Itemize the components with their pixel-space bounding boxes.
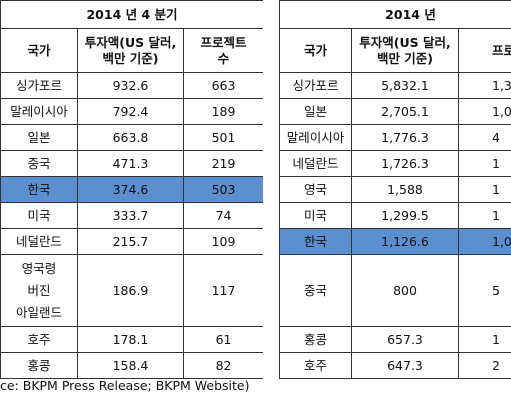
table-cell: 82 <box>182 352 263 379</box>
data-row: 싱가포르 932.6 663 <box>0 72 263 99</box>
table-cell: 영국령 버진 아일랜드 <box>0 254 78 327</box>
table-cell: 1,299.5 <box>351 202 459 229</box>
table-cell: 657.3 <box>351 326 459 353</box>
table-cell: 1 <box>458 202 511 229</box>
title-row: 2014 년 <box>279 0 511 29</box>
table-cell: 74 <box>182 202 263 229</box>
left-table-wrap: 2014 년 4 분기 국가 투자액(US 달러, 백만 기준) 프로젝트 수 싱가포르… <box>0 0 263 379</box>
data-row: 일본 663.8 501 <box>0 124 263 151</box>
table-cell: 503 <box>182 176 263 203</box>
table-cell: 5,832.1 <box>351 72 459 99</box>
table-cell: 1,776.3 <box>351 124 459 151</box>
data-row: 영국령 버진 아일랜드 186.9 117 <box>0 254 263 327</box>
data-row: 호주 647.3 2 <box>279 352 511 379</box>
data-row: 한국 1,126.6 1,0 <box>279 228 511 255</box>
table-cell: 4 <box>458 124 511 151</box>
table-cell: 중국 <box>279 254 352 327</box>
table-cell: 말레이시아 <box>0 98 78 125</box>
table-title: 2014 년 4 분기 <box>0 0 263 29</box>
table-cell: 117 <box>182 254 263 327</box>
left-table: 2014 년 4 분기 국가 투자액(US 달러, 백만 기준) 프로젝트 수 싱가포르… <box>0 0 263 379</box>
table-cell: 미국 <box>279 202 352 229</box>
title-row: 2014 년 4 분기 <box>0 0 263 29</box>
table-cell: 5 <box>458 254 511 327</box>
table-cell: 1,726.3 <box>351 150 459 177</box>
table-cell: 792.4 <box>77 98 184 125</box>
table-cell: 네덜란드 <box>279 150 352 177</box>
table-cell: 932.6 <box>77 72 184 99</box>
right-table-wrap: 2014 년 국가 투자액(US 달러, 백만 기준) 프로 싱가포르 5,832.1 1,… <box>279 0 511 379</box>
table-cell: 663.8 <box>77 124 184 151</box>
table-cell: 홍콩 <box>0 352 78 379</box>
table-cell: 일본 <box>0 124 78 151</box>
table-cell: 영국 <box>279 176 352 203</box>
data-row: 호주 178.1 61 <box>0 326 263 353</box>
table-cell: 1,3 <box>458 72 511 99</box>
column-header: 국가 <box>0 28 78 73</box>
table-cell: 호주 <box>279 352 352 379</box>
table-cell: 333.7 <box>77 202 184 229</box>
table-cell: 219 <box>182 150 263 177</box>
header-row: 국가 투자액(US 달러, 백만 기준) 프로젝트 수 <box>0 28 263 73</box>
table-cell: 1,126.6 <box>351 228 459 255</box>
data-row: 중국 471.3 219 <box>0 150 263 177</box>
data-row: 네덜란드 1,726.3 1 <box>279 150 511 177</box>
table-cell: 2 <box>458 352 511 379</box>
column-header: 프로젝트 수 <box>182 28 263 73</box>
right-table: 2014 년 국가 투자액(US 달러, 백만 기준) 프로 싱가포르 5,832.1 1,… <box>279 0 511 379</box>
table-title: 2014 년 <box>279 0 511 29</box>
table-cell: 1,588 <box>351 176 459 203</box>
table-cell: 647.3 <box>351 352 459 379</box>
column-header: 투자액(US 달러, 백만 기준) <box>77 28 184 73</box>
table-cell: 싱가포르 <box>279 72 352 99</box>
table-cell: 109 <box>182 228 263 255</box>
data-row: 말레이시아 792.4 189 <box>0 98 263 125</box>
data-row: 미국 1,299.5 1 <box>279 202 511 229</box>
data-row: 한국 374.6 503 <box>0 176 263 203</box>
data-row: 싱가포르 5,832.1 1,3 <box>279 72 511 99</box>
table-cell: 1,0 <box>458 98 511 125</box>
header-row: 국가 투자액(US 달러, 백만 기준) 프로 <box>279 28 511 73</box>
data-row: 미국 333.7 74 <box>0 202 263 229</box>
column-header: 국가 <box>279 28 352 73</box>
table-cell: 2,705.1 <box>351 98 459 125</box>
table-cell: 189 <box>182 98 263 125</box>
table-cell: 215.7 <box>77 228 184 255</box>
table-cell: 61 <box>182 326 263 353</box>
data-row: 홍콩 657.3 1 <box>279 326 511 353</box>
data-row: 말레이시아 1,776.3 4 <box>279 124 511 151</box>
table-cell: 한국 <box>279 228 352 255</box>
table-cell: 네덜란드 <box>0 228 78 255</box>
table-cell: 홍콩 <box>279 326 352 353</box>
table-cell: 663 <box>182 72 263 99</box>
data-row: 일본 2,705.1 1,0 <box>279 98 511 125</box>
table-cell: 1 <box>458 176 511 203</box>
column-header: 투자액(US 달러, 백만 기준) <box>351 28 459 73</box>
table-cell: 한국 <box>0 176 78 203</box>
table-cell: 미국 <box>0 202 78 229</box>
table-cell: 178.1 <box>77 326 184 353</box>
table-cell: 말레이시아 <box>279 124 352 151</box>
table-cell: 800 <box>351 254 459 327</box>
table-cell: 싱가포르 <box>0 72 78 99</box>
table-cell: 186.9 <box>77 254 184 327</box>
table-cell: 일본 <box>279 98 352 125</box>
data-row: 홍콩 158.4 82 <box>0 352 263 379</box>
table-cell: 중국 <box>0 150 78 177</box>
data-row: 영국 1,588 1 <box>279 176 511 203</box>
source-note: ce: BKPM Press Release; BKPM Website) <box>0 378 250 393</box>
table-cell: 374.6 <box>77 176 184 203</box>
table-cell: 호주 <box>0 326 78 353</box>
data-row: 네덜란드 215.7 109 <box>0 228 263 255</box>
table-cell: 1 <box>458 326 511 353</box>
column-header: 프로 <box>458 28 511 73</box>
data-row: 중국 800 5 <box>279 254 511 327</box>
table-cell: 1,0 <box>458 228 511 255</box>
table-cell: 1 <box>458 150 511 177</box>
table-cell: 158.4 <box>77 352 184 379</box>
table-cell: 471.3 <box>77 150 184 177</box>
table-cell: 501 <box>182 124 263 151</box>
